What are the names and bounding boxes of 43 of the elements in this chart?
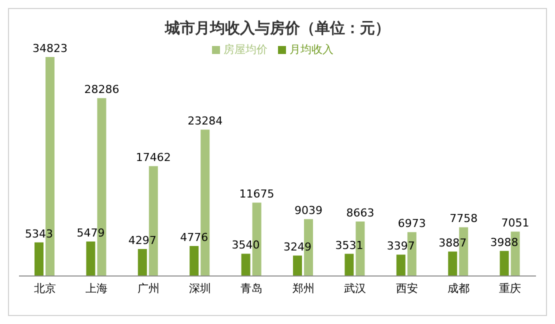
data-label: 3397 — [386, 240, 415, 253]
data-label: 28286 — [84, 83, 120, 96]
bar — [448, 252, 458, 276]
legend-label: 房屋均价 — [224, 43, 268, 56]
x-tick-label: 成都 — [447, 282, 470, 295]
x-tick-label: 广州 — [137, 282, 160, 295]
bar — [293, 256, 302, 276]
bar — [344, 254, 354, 276]
data-label: 9039 — [294, 204, 323, 218]
data-label: 4297 — [128, 234, 156, 247]
data-label: 3531 — [335, 238, 364, 252]
data-label: 23284 — [188, 114, 223, 128]
data-label: 11675 — [239, 188, 274, 201]
x-tick-label: 郑州 — [292, 282, 314, 295]
bar — [500, 250, 509, 276]
bar — [138, 248, 147, 276]
x-tick-label: 武汉 — [344, 282, 366, 295]
x-tick-label: 重庆 — [499, 282, 522, 295]
bar — [34, 242, 44, 276]
x-tick-label: 上海 — [86, 282, 108, 295]
data-label: 3988 — [490, 236, 518, 249]
x-tick-label: 北京 — [34, 282, 56, 295]
data-label: 8663 — [346, 206, 374, 220]
data-label: 3887 — [438, 236, 467, 250]
data-label: 34823 — [32, 42, 68, 55]
x-tick-label: 深圳 — [188, 282, 211, 295]
chart-title: 城市月均收入与房价（单位：元） — [164, 19, 391, 38]
x-tick-label: 西安 — [396, 282, 418, 295]
data-label: 17462 — [136, 151, 171, 164]
data-label: 5479 — [76, 226, 105, 240]
data-label: 5343 — [25, 227, 54, 240]
data-label: 7051 — [501, 216, 530, 230]
bar — [190, 246, 199, 276]
data-label: 7758 — [450, 212, 478, 226]
data-label: 3540 — [232, 238, 260, 252]
x-tick-label: 青岛 — [240, 282, 263, 295]
bar — [396, 254, 406, 276]
bar — [241, 254, 250, 276]
legend-label: 月均收入 — [290, 43, 334, 56]
bar — [86, 242, 96, 276]
data-label: 4776 — [180, 230, 208, 244]
data-label: 3249 — [284, 240, 312, 254]
data-label: 6973 — [398, 217, 426, 230]
